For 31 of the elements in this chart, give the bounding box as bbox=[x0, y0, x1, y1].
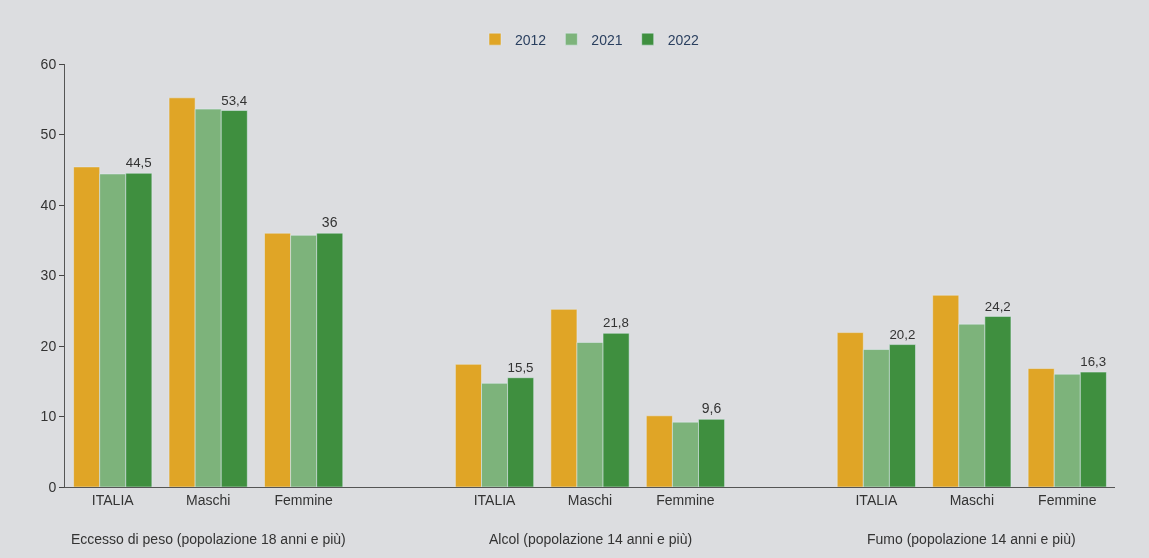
y-tick-label: 60 bbox=[40, 55, 57, 72]
text: Alcol (popolazione 14 anni e più) bbox=[489, 531, 693, 547]
x-tick-label: Maschi bbox=[949, 491, 994, 508]
y-tick-label: 30 bbox=[40, 267, 57, 284]
data-label: 20,2 bbox=[889, 326, 916, 342]
text: Eccesso di peso (popolazione 18 anni e più) bbox=[71, 531, 346, 547]
data-label: 24,2 bbox=[984, 298, 1011, 314]
data-label: 53,4 bbox=[221, 92, 248, 108]
data-label: 44,5 bbox=[125, 155, 152, 171]
y-tick-label: 50 bbox=[40, 126, 57, 143]
legend-label: 2021 bbox=[591, 31, 623, 48]
legend-label: 2012 bbox=[515, 31, 547, 48]
y-tick-label: 40 bbox=[40, 196, 57, 213]
text: Fumo (popolazione 14 anni e più) bbox=[867, 531, 1076, 547]
x-tick-label: Femmine bbox=[1038, 491, 1097, 508]
x-tick-label: ITALIA bbox=[91, 491, 135, 508]
x-tick-label: Maschi bbox=[186, 491, 231, 508]
x-tick-label: Maschi bbox=[567, 491, 613, 508]
y-tick-label: 20 bbox=[40, 337, 57, 354]
x-tick-label: Femmine bbox=[656, 491, 715, 508]
x-tick-label: Femmine bbox=[274, 491, 334, 508]
y-tick-label: 0 bbox=[48, 478, 57, 495]
data-label: 36 bbox=[321, 214, 338, 231]
y-tick-label: 10 bbox=[40, 408, 57, 425]
data-label: 15,5 bbox=[507, 359, 534, 375]
data-label: 9,6 bbox=[701, 400, 722, 417]
x-tick-label: ITALIA bbox=[473, 491, 517, 508]
data-label: 21,8 bbox=[603, 315, 629, 331]
legend-label: 2022 bbox=[667, 31, 700, 48]
x-tick-label: ITALIA bbox=[855, 491, 898, 508]
data-label: 16,3 bbox=[1080, 354, 1107, 370]
